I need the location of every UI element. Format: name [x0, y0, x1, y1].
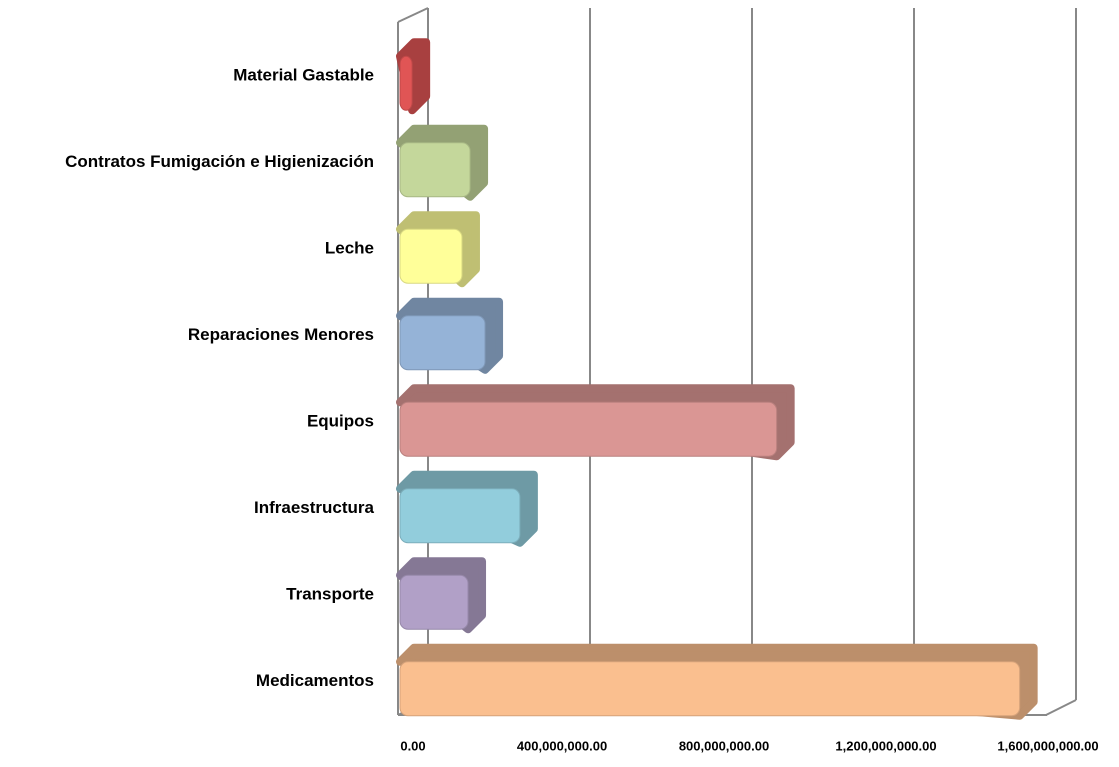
x-tick-label: 1,200,000,000.00: [835, 738, 936, 753]
y-tick-label: Transporte: [286, 585, 374, 604]
y-tick-label: Reparaciones Menores: [188, 325, 374, 344]
x-tick-label: 0.00: [400, 738, 425, 753]
floor-line: [1045, 699, 1077, 716]
bar: [399, 661, 1021, 717]
y-tick-label: Medicamentos: [256, 671, 374, 690]
bar: [399, 574, 469, 630]
bar: [399, 142, 471, 198]
bar: [399, 55, 413, 111]
x-tick-label: 800,000,000.00: [679, 738, 769, 753]
bar: [399, 488, 521, 544]
x-tick-label: 1,600,000,000.00: [997, 738, 1098, 753]
y-tick-label: Infraestructura: [254, 498, 375, 517]
bar: [399, 401, 778, 457]
bar: [399, 228, 463, 284]
y-tick-label: Equipos: [307, 412, 374, 431]
x-tick-label: 400,000,000.00: [517, 738, 607, 753]
y-tick-label: Material Gastable: [233, 66, 374, 85]
left-wall-top: [397, 7, 429, 23]
y-tick-label: Contratos Fumigación e Higienización: [65, 152, 374, 171]
bar: [399, 315, 486, 371]
y-tick-label: Leche: [325, 239, 374, 258]
